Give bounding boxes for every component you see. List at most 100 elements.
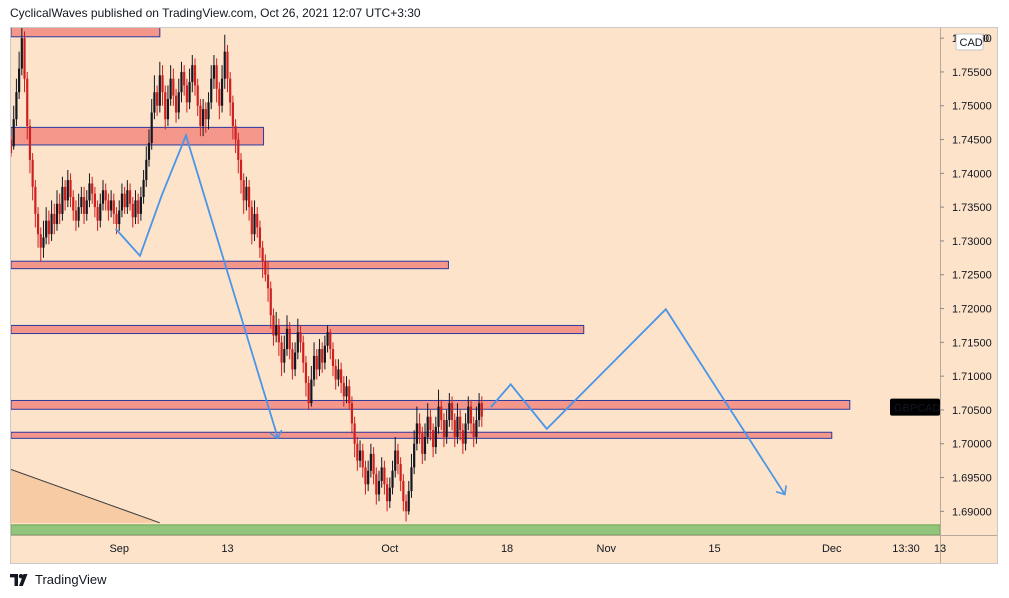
candle (296, 318, 299, 360)
candle (15, 78, 18, 127)
candle (367, 460, 370, 492)
candle (331, 342, 335, 377)
y-tick-label-partial: 1 (952, 33, 958, 45)
candle (20, 28, 23, 76)
candle (142, 169, 145, 204)
candle (302, 335, 305, 373)
plot-background (11, 28, 940, 535)
candle (123, 186, 126, 214)
candle (55, 190, 59, 231)
currency-badge[interactable] (955, 33, 984, 51)
price-zone[interactable] (11, 23, 161, 38)
candle (202, 98, 205, 137)
candle (353, 416, 356, 458)
publish-info: CyclicalWaves published on TradingView.c… (10, 6, 421, 20)
candle (275, 311, 278, 343)
candle (402, 474, 405, 512)
candle (248, 180, 251, 221)
y-tick-label: 1.75500 (952, 67, 992, 79)
candle (288, 322, 291, 360)
price-zone[interactable] (11, 126, 265, 146)
candle (93, 186, 96, 218)
candle (294, 342, 297, 377)
candle (69, 173, 72, 208)
candle (107, 193, 110, 221)
candle (404, 494, 408, 522)
candle (337, 359, 340, 387)
candle (226, 44, 229, 93)
time-axis-background (11, 535, 997, 563)
candle (156, 85, 159, 116)
projection-path[interactable] (490, 307, 787, 496)
candle (193, 58, 197, 96)
support-band (11, 524, 940, 535)
price-zone[interactable] (11, 260, 449, 270)
candle (212, 55, 216, 89)
candle (229, 71, 232, 116)
candle (31, 153, 34, 201)
x-tick-label: Sep (109, 543, 129, 555)
candle (350, 396, 354, 434)
x-tick-label: 13:30 (892, 543, 920, 555)
candle (386, 477, 389, 512)
trend-line[interactable] (11, 468, 160, 524)
y-tick-label: 1.69500 (952, 473, 992, 485)
candle (258, 220, 262, 258)
candle (375, 467, 378, 505)
candle (312, 342, 316, 387)
candle (448, 393, 451, 427)
y-tick-label: 1.73500 (952, 202, 992, 214)
candle (53, 203, 56, 235)
candle (153, 75, 156, 120)
candle (356, 436, 359, 471)
candle (147, 129, 151, 167)
candle (372, 447, 375, 485)
candle (407, 480, 410, 515)
candle (326, 325, 329, 353)
symbol-tag (890, 398, 940, 416)
candle (91, 176, 94, 204)
candle (299, 325, 302, 353)
candle (456, 403, 459, 444)
candle (34, 180, 37, 228)
footer-brand: TradingView (35, 572, 107, 587)
candle (340, 362, 343, 394)
candle (204, 102, 207, 133)
candle (383, 460, 386, 495)
candle (39, 227, 42, 262)
candle (310, 366, 313, 407)
candle (394, 436, 397, 478)
candle (388, 477, 391, 508)
projection-path[interactable] (114, 132, 283, 440)
candle (410, 453, 413, 498)
price-axis-background (940, 28, 997, 535)
candle (413, 430, 416, 475)
y-tick-label: 1.74000 (952, 168, 992, 180)
candle (28, 119, 32, 174)
candle (342, 376, 345, 407)
candle (442, 413, 446, 448)
candle (18, 51, 21, 99)
candle (137, 193, 140, 225)
candle (207, 92, 210, 130)
y-tick-label: 1.71500 (952, 337, 992, 349)
price-zone[interactable] (11, 399, 851, 410)
candle (223, 34, 226, 89)
candle (467, 396, 470, 431)
candle (432, 423, 435, 458)
candle (66, 169, 69, 208)
candle (80, 186, 83, 214)
candle (399, 457, 402, 492)
candle (231, 95, 234, 140)
candle (380, 457, 383, 488)
candle (128, 183, 132, 211)
candle (440, 399, 443, 431)
candle (415, 406, 418, 451)
candle (120, 183, 124, 218)
candle (180, 61, 183, 103)
candle (172, 68, 175, 106)
candle (145, 146, 148, 187)
candle (61, 176, 64, 221)
y-tick-label: 1.72000 (952, 304, 992, 316)
